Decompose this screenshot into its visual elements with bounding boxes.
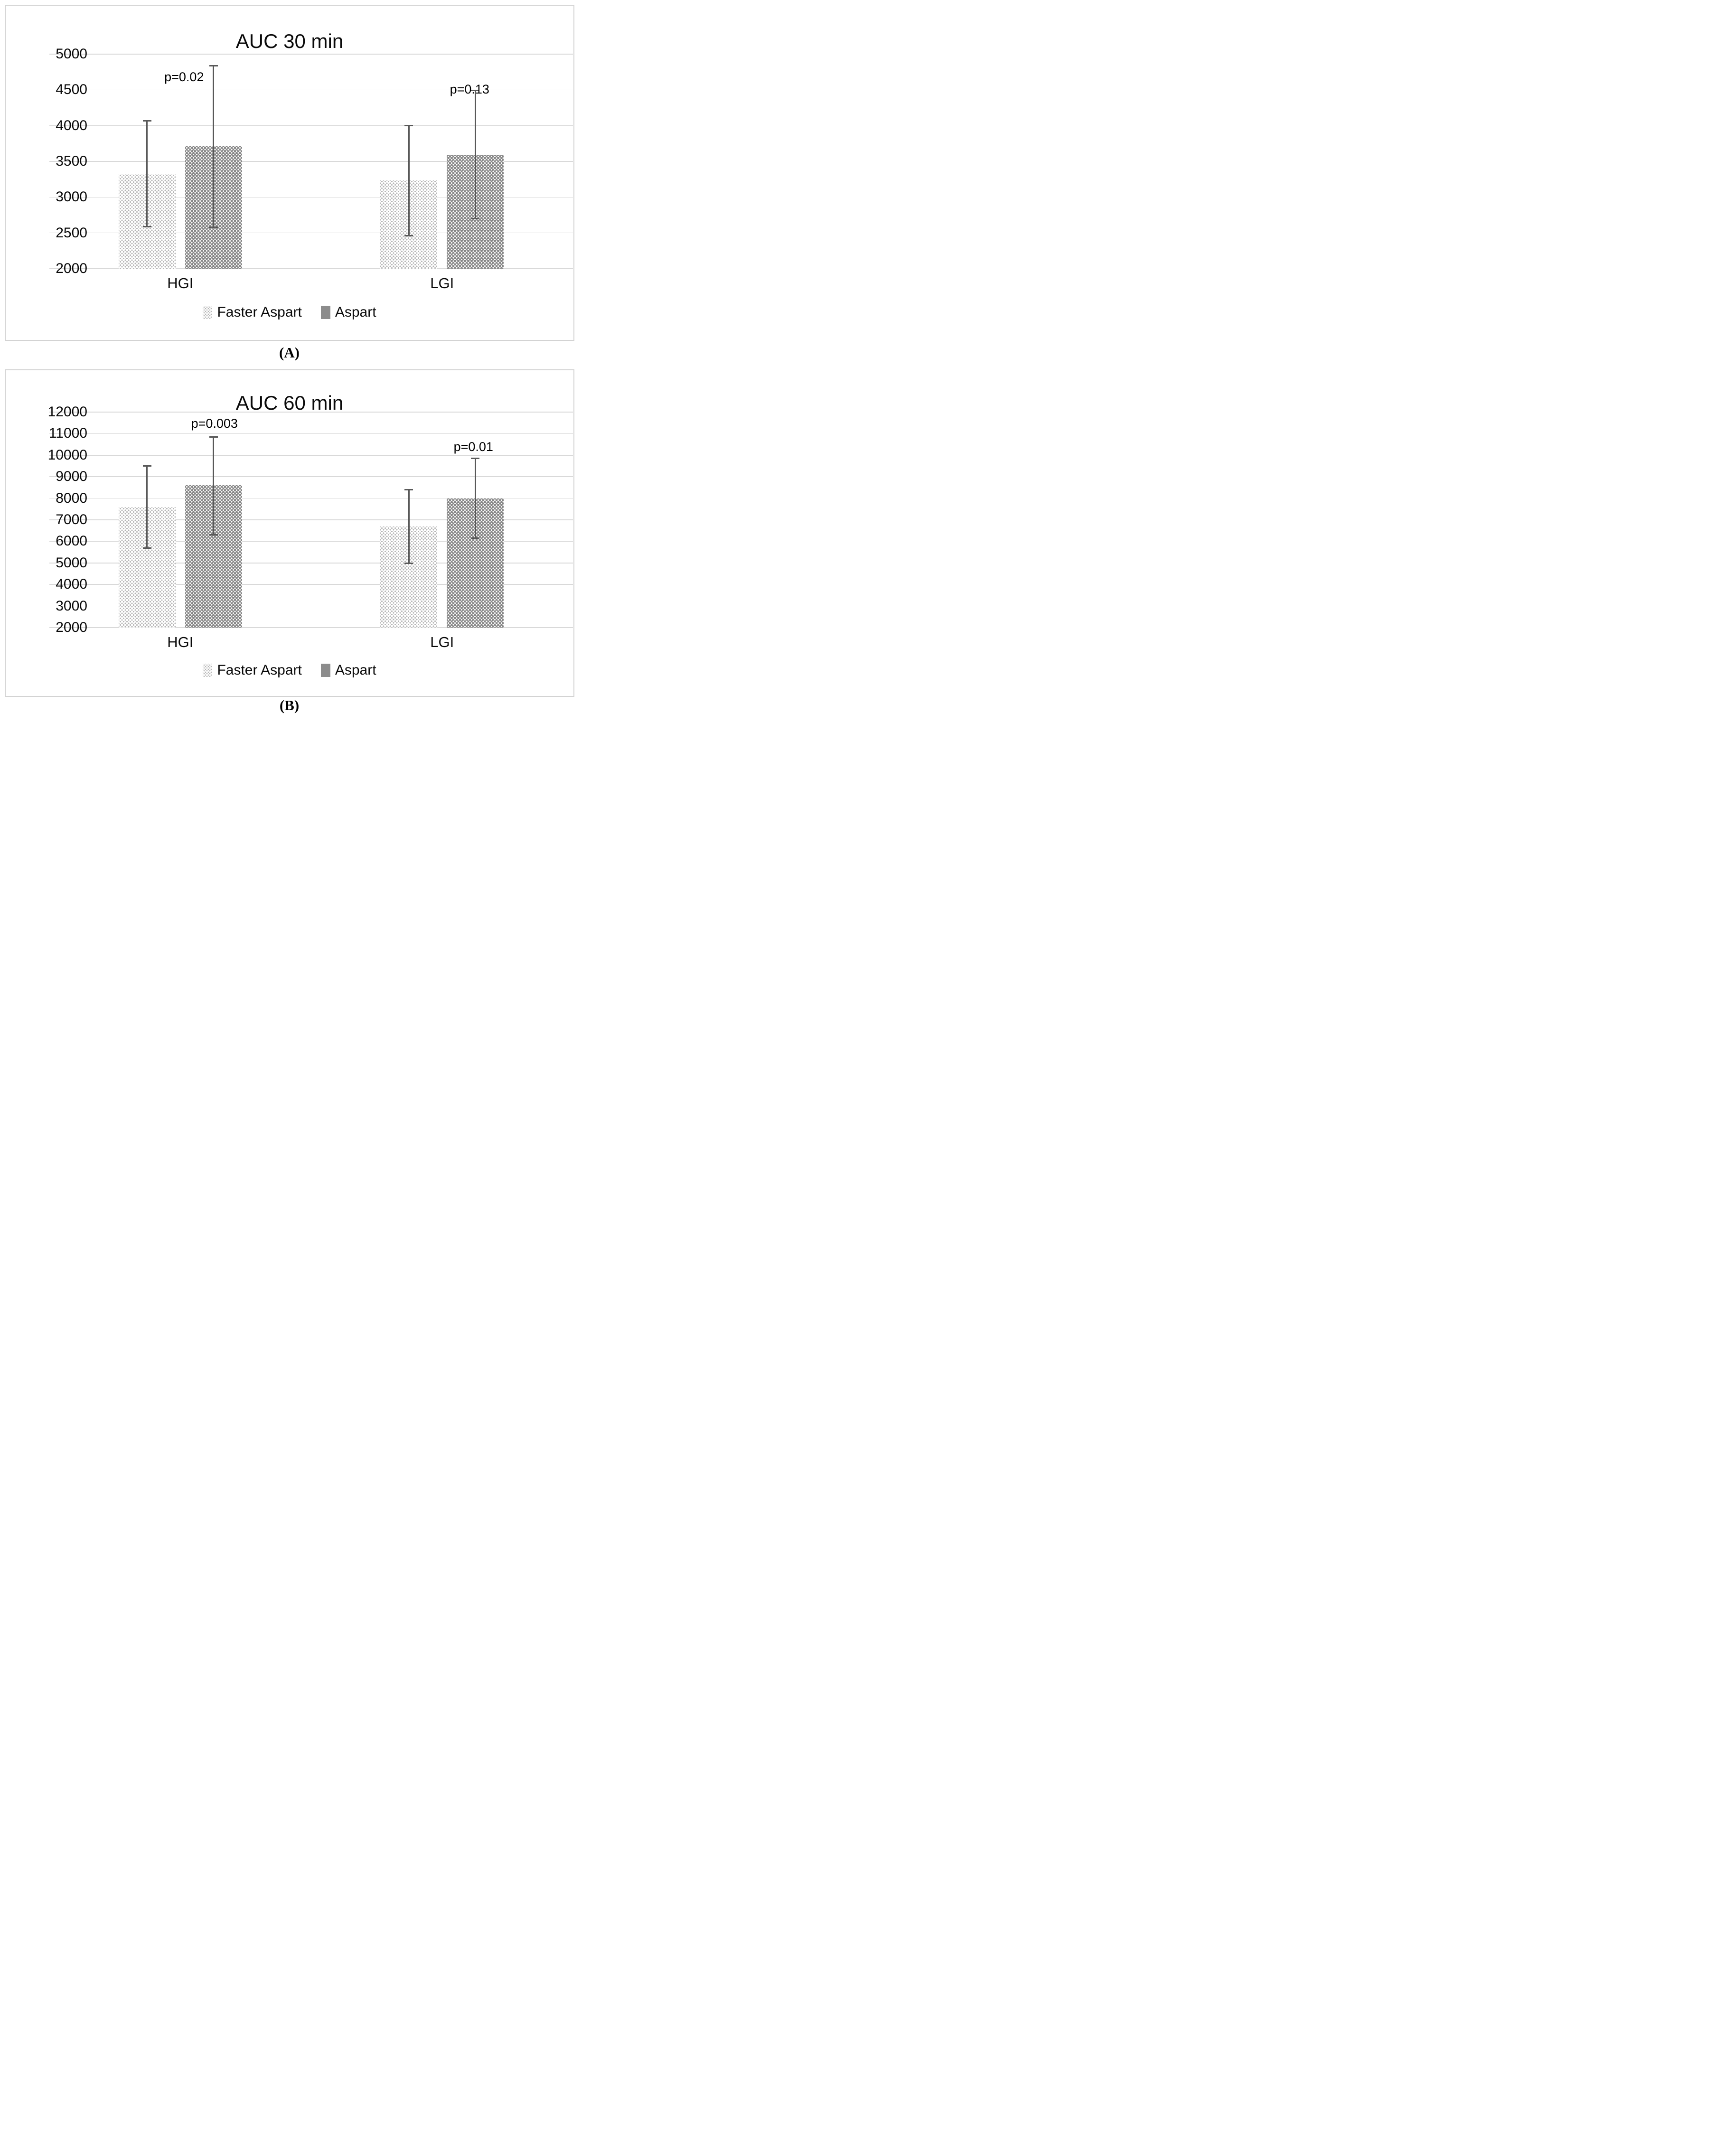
gridline-9000	[49, 476, 573, 477]
panel-caption-b: (B)	[279, 697, 300, 714]
y-axis-label-9000: 9000	[56, 469, 87, 485]
gridline-6000	[49, 541, 573, 542]
y-axis-label-10000: 10000	[47, 447, 87, 463]
error-bar-lgi-aspart-cap-top	[471, 458, 480, 460]
error-bar-lgi-faster-aspart-line	[408, 125, 410, 236]
error-bar-hgi-faster-aspart-cap-bottom	[142, 547, 151, 549]
legend-label-faster-aspart: Faster Aspart	[217, 662, 302, 678]
error-bar-hgi-aspart-cap-bottom	[209, 534, 218, 536]
error-bar-lgi-faster-aspart-cap-top	[404, 489, 413, 490]
error-bar-lgi-faster-aspart-cap-top	[404, 125, 413, 127]
error-bar-lgi-aspart-cap-top	[471, 90, 480, 92]
error-bar-hgi-aspart-cap-bottom	[209, 226, 218, 228]
bar-hgi-aspart	[185, 485, 242, 628]
plot-area-auc-30: 5000 4500 4000 3500 3000 2500 2000 HGI LGI p=0.02…	[49, 47, 573, 291]
y-axis-label-6000: 6000	[56, 533, 87, 549]
gridline-3000	[49, 605, 573, 607]
bar-lgi-aspart	[447, 155, 504, 269]
error-bar-lgi-aspart-cap-bottom	[471, 218, 480, 220]
error-bar-hgi-faster-aspart-line	[146, 466, 148, 548]
gridline-4000	[49, 584, 573, 585]
category-label-hgi: HGI	[167, 634, 194, 650]
p-value-label-hgi: p=0.003	[191, 416, 238, 431]
p-value-label-lgi: p=0.13	[450, 82, 489, 96]
y-axis-label-4000: 4000	[56, 117, 87, 133]
legend-swatch-faster-aspart	[203, 306, 213, 319]
y-axis-label-2000: 2000	[56, 261, 87, 276]
gridline-3500	[49, 161, 573, 162]
chart-panel-auc-30-min: AUC 30 min 5000 4500 4000 3500 3000 2500 2000 H…	[5, 5, 574, 341]
gridline-2000	[49, 268, 573, 269]
y-axis-label-4500: 4500	[56, 82, 87, 98]
error-bar-lgi-aspart-line	[474, 458, 476, 538]
y-axis-label-5000: 5000	[56, 554, 87, 571]
y-axis-label-4000: 4000	[56, 576, 87, 592]
y-axis-label-2000: 2000	[56, 620, 87, 635]
legend-swatch-aspart	[320, 306, 330, 319]
error-bar-lgi-faster-aspart-cap-bottom	[404, 563, 413, 564]
error-bar-hgi-aspart-line	[213, 437, 215, 535]
chart-title-auc-60: AUC 60 min	[235, 392, 344, 414]
y-axis-label-11000: 11000	[48, 425, 87, 442]
error-bar-hgi-faster-aspart-cap-bottom	[142, 225, 151, 227]
gridline-5000	[49, 54, 573, 55]
gridline-5000	[49, 563, 573, 564]
gridline-8000	[49, 498, 573, 499]
legend-label-aspart: Aspart	[335, 662, 376, 678]
legend-swatch-aspart	[320, 664, 330, 677]
p-value-label-lgi: p=0.01	[453, 440, 493, 454]
gridline-12000	[49, 412, 573, 413]
panel-caption-a: (A)	[279, 344, 300, 361]
gridline-7000	[49, 519, 573, 520]
legend-swatch-faster-aspart	[203, 664, 213, 677]
y-axis-label-12000: 12000	[47, 404, 87, 420]
category-label-lgi: LGI	[430, 275, 454, 291]
gridline-11000	[49, 433, 573, 434]
y-axis-label-8000: 8000	[56, 490, 87, 506]
y-axis-label-3000: 3000	[56, 598, 87, 614]
gridline-10000	[49, 455, 573, 456]
chart-title-auc-30: AUC 30 min	[235, 30, 344, 52]
plot-area-auc-60: 12000 11000 10000 9000 8000 7000 6000 5000 4000 3…	[47, 404, 573, 650]
p-value-label-hgi: p=0.02	[164, 70, 204, 85]
legend-auc-30: Faster Aspart Aspart	[6, 305, 573, 320]
gridline-2500	[49, 232, 573, 234]
figure: AUC 30 min 5000 4500 4000 3500 3000 2500 2000 H…	[0, 0, 579, 714]
y-axis-label-2500: 2500	[56, 225, 87, 241]
legend-label-aspart: Aspart	[335, 304, 376, 320]
error-bar-lgi-faster-aspart-line	[408, 489, 410, 564]
error-bar-hgi-faster-aspart-line	[146, 121, 148, 227]
error-bar-hgi-aspart-line	[213, 66, 215, 227]
error-bar-hgi-aspart-cap-top	[209, 436, 218, 438]
gridline-4500	[49, 89, 573, 91]
y-axis-label-7000: 7000	[56, 512, 87, 527]
legend-auc-60: Faster Aspart Aspart	[6, 663, 573, 678]
y-axis-label-3000: 3000	[56, 189, 87, 205]
error-bar-hgi-faster-aspart-cap-top	[142, 120, 151, 122]
error-bar-lgi-faster-aspart-cap-bottom	[404, 235, 413, 237]
gridline-2000	[49, 627, 573, 628]
legend-label-faster-aspart: Faster Aspart	[217, 304, 302, 320]
y-axis-label-5000: 5000	[56, 46, 87, 62]
y-axis-label-3500: 3500	[56, 153, 87, 169]
error-bar-hgi-faster-aspart-cap-top	[142, 465, 151, 467]
gridline-4000	[49, 125, 573, 126]
chart-panel-auc-60-min: AUC 60 min 12000 11000 10000 9000 8000 7000 60…	[5, 369, 574, 697]
category-label-lgi: LGI	[430, 634, 454, 650]
error-bar-lgi-aspart-cap-bottom	[471, 537, 480, 539]
category-label-hgi: HGI	[167, 275, 194, 291]
error-bar-hgi-aspart-cap-top	[209, 65, 218, 66]
gridline-3000	[49, 197, 573, 198]
error-bar-lgi-aspart-line	[474, 90, 476, 219]
bar-lgi-aspart	[447, 498, 504, 628]
